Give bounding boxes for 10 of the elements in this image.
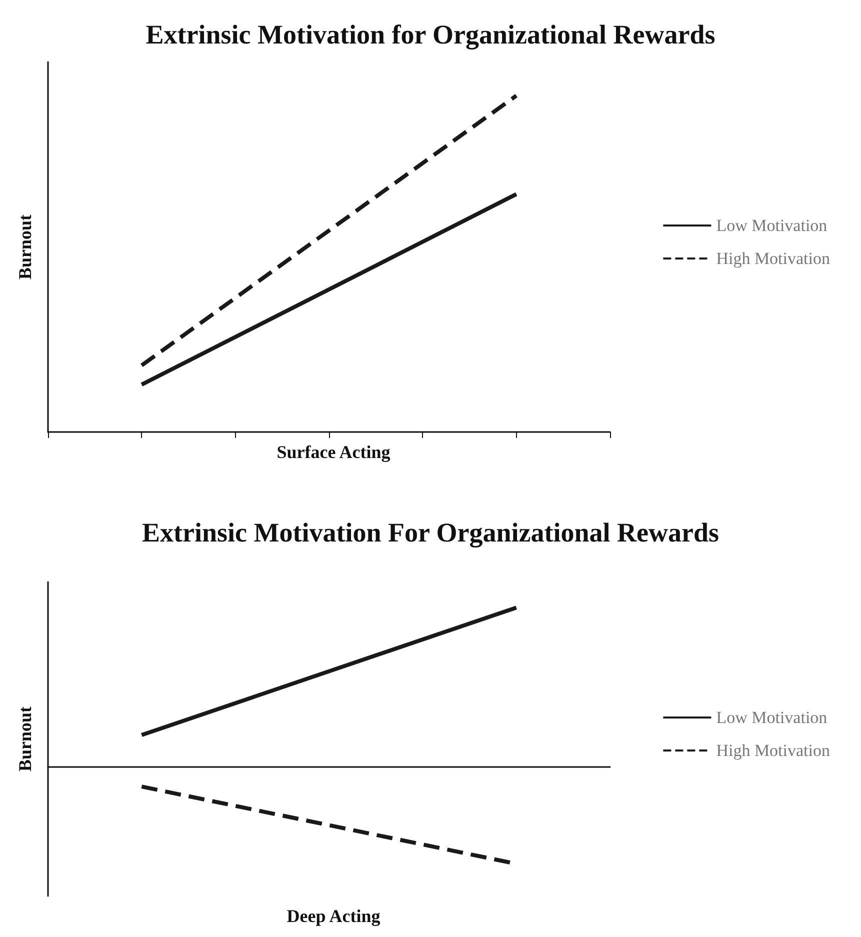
x-axis-title: Surface Acting: [276, 442, 390, 462]
chart-title: Extrinsic Motivation for Organizational Rewards: [146, 20, 716, 50]
chart-title: Extrinsic Motivation For Organizational Rewards: [142, 518, 719, 548]
legend-label: High Motivation: [716, 741, 830, 760]
legend-label: Low Motivation: [716, 216, 828, 235]
legend-label: High Motivation: [716, 249, 830, 268]
y-axis-title: Burnout: [15, 706, 35, 772]
x-axis-title: Deep Acting: [286, 906, 380, 926]
y-axis-title: Burnout: [15, 214, 35, 280]
legend-label: Low Motivation: [716, 708, 828, 727]
